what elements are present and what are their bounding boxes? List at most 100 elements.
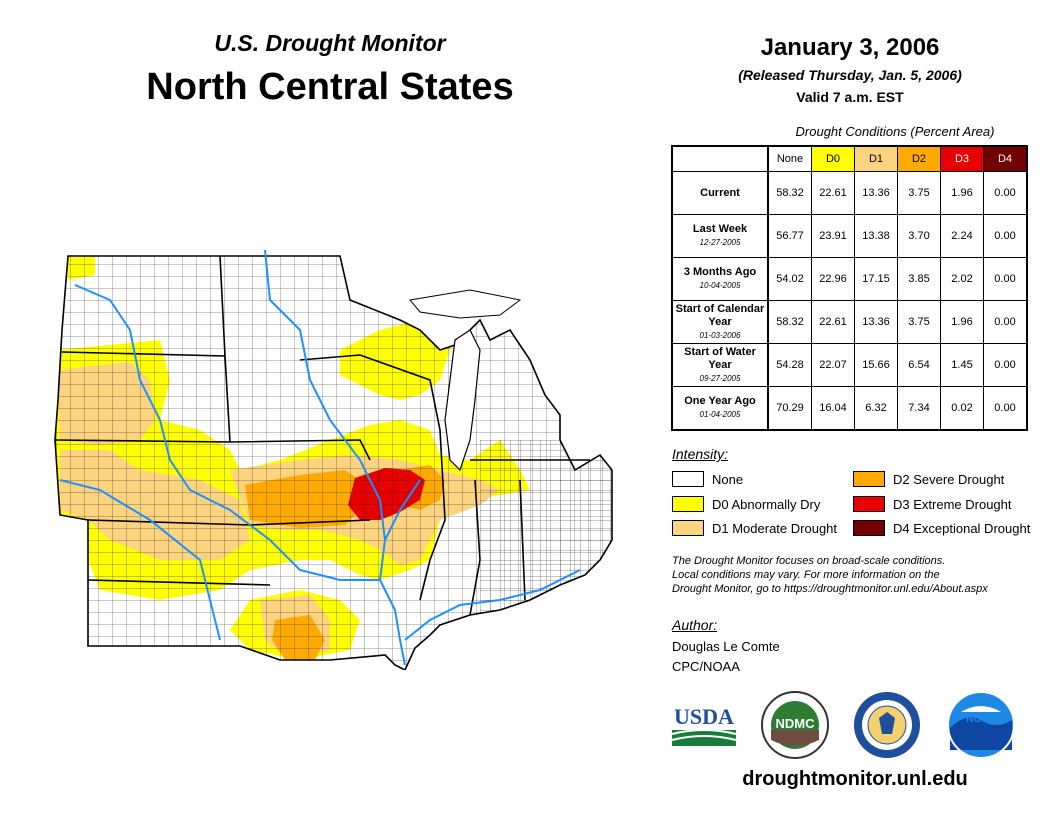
cell-d1: 13.36 xyxy=(854,300,898,344)
cell-none: 58.32 xyxy=(767,300,812,344)
legend-swatch xyxy=(672,471,704,487)
row-date: 01-03-2006 xyxy=(699,330,741,340)
table-row: Last Week 12-27-2005 56.77 23.91 13.38 3.… xyxy=(671,214,1028,258)
legend-item-none: None xyxy=(672,471,743,487)
doc-seal-logo xyxy=(854,692,920,758)
legend-swatch xyxy=(672,496,704,512)
table-row: 3 Months Ago 10-04-2005 54.02 22.96 17.15… xyxy=(671,257,1028,301)
note-line: The Drought Monitor focuses on broad-sca… xyxy=(672,555,946,567)
legend-item-d4: D4 Exceptional Drought xyxy=(853,520,1030,536)
cell-d4: 0.00 xyxy=(983,343,1028,387)
row-label: Start of Calendar Year 01-03-2006 xyxy=(671,300,769,344)
col-header-d0: D0 xyxy=(811,145,855,172)
map-date: January 3, 2006 xyxy=(760,34,940,61)
cell-d1: 17.15 xyxy=(854,257,898,301)
table-row: Current 58.32 22.61 13.36 3.75 1.96 0.00 xyxy=(671,171,1028,215)
website-link[interactable]: droughtmonitor.unl.edu xyxy=(742,768,968,790)
row-date: 12-27-2005 xyxy=(699,238,741,247)
cell-d3: 0.02 xyxy=(940,386,984,431)
cell-d2: 3.75 xyxy=(897,171,941,215)
ohio-river xyxy=(404,569,581,641)
legend-label: None xyxy=(712,471,744,487)
cell-d1: 15.66 xyxy=(854,343,898,387)
cell-d4: 0.00 xyxy=(983,171,1028,215)
table-row: Start of Water Year 09-27-2005 54.28 22.0… xyxy=(671,343,1028,387)
usda-logo: USDA xyxy=(671,704,737,746)
cell-d3: 1.45 xyxy=(940,343,984,387)
col-header-none: None xyxy=(767,145,812,172)
legend-swatch xyxy=(853,471,885,487)
row-date: 09-27-2005 xyxy=(699,373,741,383)
cell-d2: 6.54 xyxy=(897,343,941,387)
cell-d1: 6.32 xyxy=(854,386,898,431)
cell-d2: 3.85 xyxy=(897,257,941,301)
cell-d4: 0.00 xyxy=(983,257,1028,301)
cell-d3: 2.24 xyxy=(940,214,984,258)
cell-d0: 22.96 xyxy=(811,257,855,301)
cell-none: 54.02 xyxy=(767,257,812,301)
author-name: Douglas Le Comte xyxy=(672,639,780,654)
lake-michigan xyxy=(444,329,481,472)
author-block: Douglas Le Comte CPC/NOAA xyxy=(672,637,780,677)
usda-logo-text: USDA xyxy=(674,704,734,729)
lake-superior xyxy=(409,289,522,319)
legend-swatch xyxy=(853,496,885,512)
col-header-d4: D4 xyxy=(983,145,1028,172)
col-header-d3: D3 xyxy=(940,145,984,172)
legend-label: D4 Exceptional Drought xyxy=(893,520,1031,536)
disclaimer-note: The Drought Monitor focuses on broad-sca… xyxy=(672,554,1052,596)
row-label: 3 Months Ago 10-04-2005 xyxy=(671,257,769,301)
noaa-logo: NOAA xyxy=(947,691,1015,759)
legend-label: D2 Severe Drought xyxy=(893,471,1005,487)
arkansas-river xyxy=(59,479,221,641)
note-line-link[interactable]: Drought Monitor, go to https://droughtmo… xyxy=(672,583,988,595)
cell-d0: 16.04 xyxy=(811,386,855,431)
ndmc-logo: NDMC xyxy=(761,691,829,759)
author-heading: Author: xyxy=(672,617,718,633)
map-subtitle: U.S. Drought Monitor xyxy=(214,30,446,56)
legend-item-d2: D2 Severe Drought xyxy=(853,471,1004,487)
legend-heading: Intensity: xyxy=(672,446,729,462)
legend-item-d1: D1 Moderate Drought xyxy=(672,520,837,536)
drought-conditions-table: None D0 D1 D2 D3 D4 Current 58.32 22.61 … xyxy=(671,145,1028,431)
cell-none: 54.28 xyxy=(767,343,812,387)
legend-item-d0: D0 Abnormally Dry xyxy=(672,496,820,512)
legend-swatch xyxy=(853,520,885,536)
cell-d0: 23.91 xyxy=(811,214,855,258)
row-label: Start of Water Year 09-27-2005 xyxy=(671,343,769,387)
row-date: 01-04-2005 xyxy=(699,410,741,419)
cell-d2: 3.75 xyxy=(897,300,941,344)
row-date: 10-04-2005 xyxy=(699,281,741,290)
cell-d4: 0.00 xyxy=(983,300,1028,344)
legend-label: D1 Moderate Drought xyxy=(712,520,838,536)
illinois-river xyxy=(384,479,421,541)
cell-d2: 7.34 xyxy=(897,386,941,431)
drought-map xyxy=(54,249,613,670)
cell-none: 58.32 xyxy=(767,171,812,215)
legend-label: D3 Extreme Drought xyxy=(893,496,1012,512)
ndmc-logo-text: NDMC xyxy=(776,716,816,731)
noaa-logo-text: NOAA xyxy=(966,714,995,725)
table-caption: Drought Conditions (Percent Area) xyxy=(795,124,995,139)
cell-d1: 13.38 xyxy=(854,214,898,258)
map-title: North Central States xyxy=(146,66,514,108)
cell-d3: 2.02 xyxy=(940,257,984,301)
author-org: CPC/NOAA xyxy=(672,659,740,674)
cell-d0: 22.61 xyxy=(811,300,855,344)
cell-d0: 22.07 xyxy=(811,343,855,387)
cell-d2: 3.70 xyxy=(897,214,941,258)
legend-label: D0 Abnormally Dry xyxy=(712,496,821,512)
legend-swatch xyxy=(672,520,704,536)
cell-d3: 1.96 xyxy=(940,300,984,344)
col-header-d2: D2 xyxy=(897,145,941,172)
legend-item-d3: D3 Extreme Drought xyxy=(853,496,1012,512)
mississippi-river xyxy=(264,249,406,666)
valid-time: Valid 7 a.m. EST xyxy=(796,89,904,105)
table-row: Start of Calendar Year 01-03-2006 58.32 2… xyxy=(671,300,1028,344)
cell-none: 70.29 xyxy=(767,386,812,431)
cell-d0: 22.61 xyxy=(811,171,855,215)
missouri-river xyxy=(74,284,380,581)
row-label: Current xyxy=(671,171,769,215)
cell-none: 56.77 xyxy=(767,214,812,258)
cell-d3: 1.96 xyxy=(940,171,984,215)
